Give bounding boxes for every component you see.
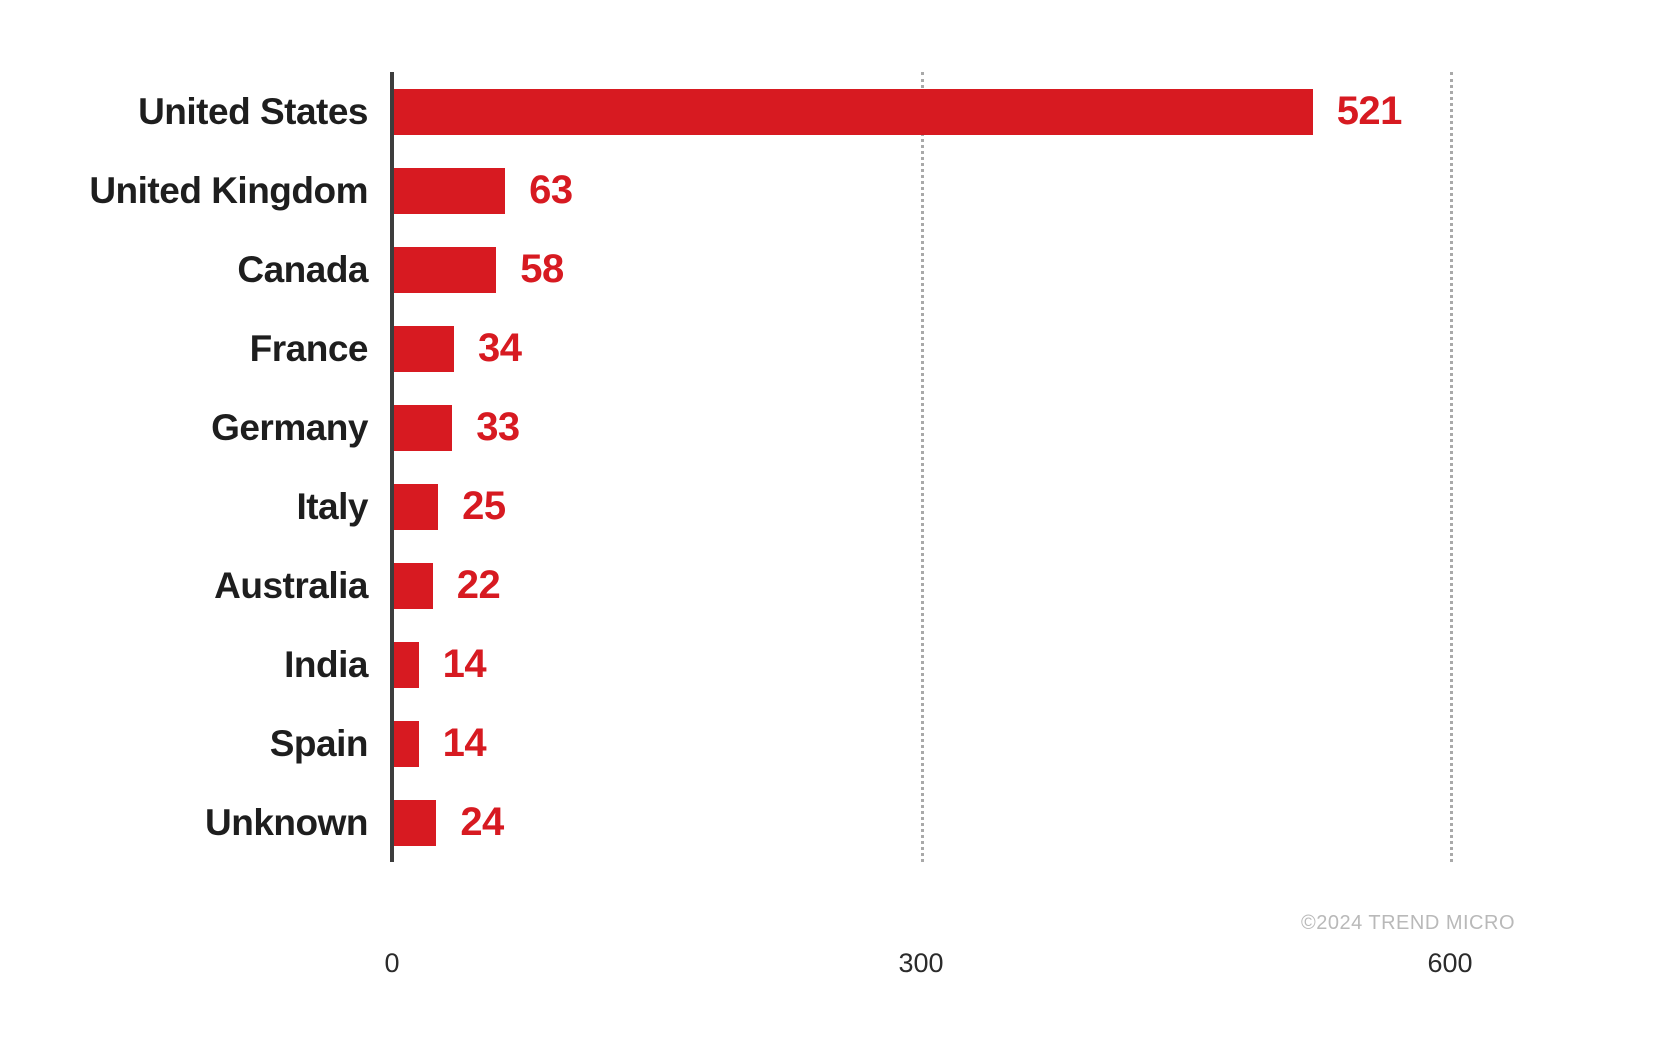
plot-area: 63 <box>390 151 1667 230</box>
chart-row: United States 521 <box>0 72 1667 151</box>
x-tick-label: 0 <box>384 948 400 978</box>
bar <box>394 167 506 214</box>
value-label: 34 <box>477 326 522 370</box>
chart-row: France 34 <box>0 309 1667 388</box>
value-label: 33 <box>476 405 520 449</box>
value-label: 521 <box>1336 89 1403 133</box>
copyright-note: ©2024 TREND MICRO <box>1300 912 1515 934</box>
value-label: 24 <box>460 800 504 844</box>
chart-row: India 14 <box>0 625 1667 704</box>
bar <box>394 246 497 293</box>
category-label: Germany <box>211 406 368 448</box>
x-tick-label: 300 <box>898 948 944 978</box>
value-label: 14 <box>442 642 487 686</box>
plot-area: 33 <box>390 388 1667 467</box>
bar <box>394 799 437 846</box>
category-label: India <box>284 643 368 685</box>
chart-row: Spain 14 <box>0 704 1667 783</box>
x-axis-ticks: 0 300 600 <box>0 934 1667 978</box>
chart-row: Italy 25 <box>0 467 1667 546</box>
x-tick-label: 600 <box>1427 948 1473 978</box>
category-label: United Kingdom <box>89 169 368 211</box>
bar <box>394 483 439 530</box>
plot-area: 24 <box>390 783 1667 862</box>
plot-area: 34 <box>390 309 1667 388</box>
chart-row: Germany 33 <box>0 388 1667 467</box>
category-label: Italy <box>296 485 368 527</box>
category-label: Spain <box>269 722 369 764</box>
chart-row: Canada 58 <box>0 230 1667 309</box>
chart-rows: United States 521 United Kingdom 63 Canada 58… <box>0 72 1667 862</box>
category-label: Unknown <box>205 801 368 843</box>
value-label: 63 <box>529 168 573 212</box>
value-label: 58 <box>520 247 564 291</box>
bar <box>394 562 433 609</box>
plot-area: 25 <box>390 467 1667 546</box>
category-label: Australia <box>214 564 368 606</box>
plot-area: 14 <box>390 704 1667 783</box>
value-label: 22 <box>456 563 501 607</box>
plot-area: 58 <box>390 230 1667 309</box>
bar <box>394 720 419 767</box>
plot-area: 14 <box>390 625 1667 704</box>
chart-row: Unknown 24 <box>0 783 1667 862</box>
bar-chart: United States 521 United Kingdom 63 Canada 58… <box>0 72 1667 978</box>
category-label: France <box>249 327 369 369</box>
bar <box>394 88 1313 135</box>
chart-row: United Kingdom 63 <box>0 151 1667 230</box>
category-label: Canada <box>237 248 368 290</box>
bar <box>394 404 453 451</box>
plot-area: 22 <box>390 546 1667 625</box>
value-label: 25 <box>462 484 506 528</box>
plot-area: 521 <box>390 72 1667 151</box>
value-label: 14 <box>442 721 487 765</box>
bar <box>394 325 454 372</box>
bar <box>394 641 419 688</box>
category-label: United States <box>138 90 368 132</box>
chart-row: Australia 22 <box>0 546 1667 625</box>
